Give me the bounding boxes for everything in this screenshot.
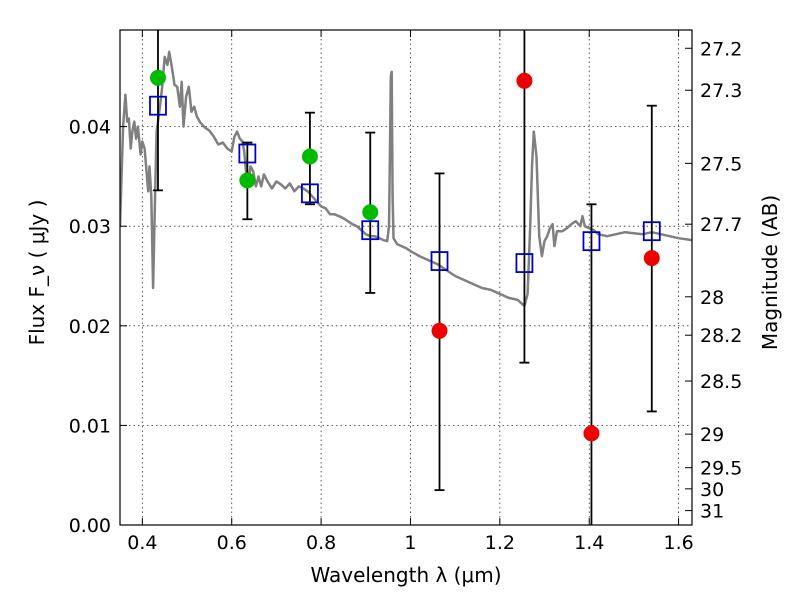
y2-tick-label: 29 — [700, 424, 724, 446]
error-bars — [152, 30, 657, 525]
y-tick-label: 0.03 — [69, 216, 111, 238]
y2-tick-label: 27.5 — [700, 153, 742, 175]
filled-circle-marker — [301, 148, 318, 165]
y-tick-label: 0.04 — [69, 117, 111, 139]
y2-tick-label: 31 — [700, 501, 724, 523]
open-square-marker — [515, 253, 534, 273]
model-spectrum — [120, 50, 692, 308]
y-axis-label: Flux F_ν ( μJy ) — [25, 200, 49, 346]
x-tick-label: 1.4 — [574, 532, 604, 554]
grid — [120, 30, 692, 526]
y2-tick-label: 27.2 — [700, 38, 742, 60]
y2-tick-label: 27.3 — [700, 80, 742, 102]
y2-tick-label: 27.7 — [700, 214, 742, 236]
open-square-marker — [238, 143, 257, 164]
y-tick-label: 0.02 — [69, 316, 111, 338]
y2-tick-label: 29.5 — [700, 458, 742, 480]
filled-circle-marker — [583, 425, 600, 442]
filled-circle-marker — [643, 250, 660, 267]
axis-ticks: 0.4 0.6 0.8 1 1.2 1.4 1.6 0.00 0.01 0.02 0.03 0.04 2… — [69, 30, 742, 554]
y2-tick-label: 28.2 — [700, 325, 742, 347]
open-square-marker — [582, 231, 601, 252]
filled-circle-marker — [362, 204, 379, 221]
y2-tick-label: 28 — [700, 287, 724, 309]
x-tick-label: 1.2 — [485, 532, 515, 554]
x-tick-label: 0.8 — [306, 532, 336, 554]
x-tick-label: 1 — [404, 532, 416, 554]
open-square-marker — [361, 220, 380, 241]
filled-circle-marker — [516, 72, 533, 89]
spectrum-line — [120, 50, 692, 308]
open-square-marker — [430, 251, 449, 271]
y2-tick-label: 28.5 — [700, 371, 742, 393]
plot-frame — [119, 29, 693, 526]
y-tick-label: 0.01 — [69, 415, 111, 437]
y-tick-label: 0.00 — [69, 515, 111, 537]
x-tick-label: 0.6 — [217, 532, 247, 554]
y2-axis-label: Magnitude (AB) — [758, 195, 782, 350]
x-axis-label: Wavelength λ (μm) — [310, 563, 501, 587]
open-square-marker — [149, 95, 167, 116]
x-tick-label: 1.6 — [663, 532, 693, 554]
open-square-marker — [642, 221, 661, 242]
filled-circle-marker — [431, 322, 448, 339]
y2-tick-label: 30 — [700, 479, 724, 501]
data-markers — [149, 69, 661, 442]
filled-circle-marker — [149, 69, 166, 86]
open-square-marker — [301, 183, 319, 204]
x-tick-label: 0.4 — [127, 532, 157, 554]
filled-circle-marker — [239, 172, 256, 189]
